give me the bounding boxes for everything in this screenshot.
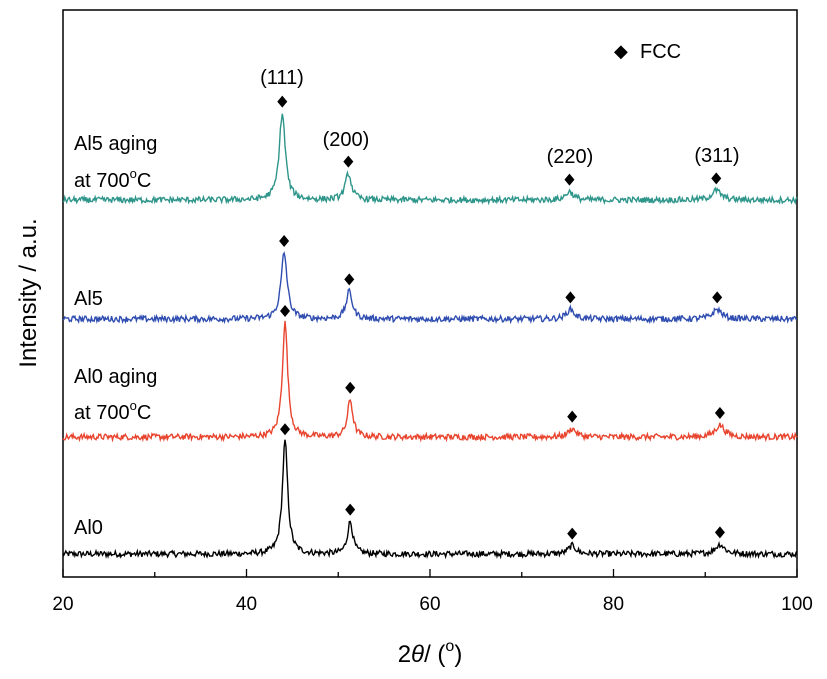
series-layer bbox=[62, 113, 798, 560]
peak-marker-1-4 bbox=[714, 526, 725, 539]
peak-marker-1-3 bbox=[567, 527, 578, 540]
series-label-al5-aging-line2: at 700oC bbox=[74, 166, 151, 192]
peak-label-311: (311) bbox=[694, 145, 739, 167]
peak-marker-3-3 bbox=[565, 291, 576, 304]
x-axis-title: 2θ/ (o) bbox=[398, 638, 463, 668]
x-tick-label-20: 20 bbox=[52, 594, 73, 615]
peak-marker-4-2 bbox=[343, 155, 354, 168]
peak-marker-2-1 bbox=[280, 305, 291, 317]
x-tick-label-80: 80 bbox=[603, 594, 624, 615]
legend-label-fcc: FCC bbox=[640, 41, 681, 63]
peak-label-111: (111) bbox=[260, 67, 304, 89]
series-label-al5: Al5 bbox=[74, 288, 103, 310]
peak-marker-2-3 bbox=[567, 410, 578, 423]
peak-marker-1-1 bbox=[280, 423, 291, 436]
series-line-al0-aging-at-700-c bbox=[62, 320, 798, 443]
peak-marker-3-1 bbox=[279, 235, 290, 247]
y-axis-title: Intensity / a.u. bbox=[15, 218, 42, 367]
series-label-al5-aging-line1: Al5 aging bbox=[74, 133, 157, 155]
series-line-al5 bbox=[62, 251, 798, 325]
peak-marker-2-4 bbox=[714, 407, 725, 419]
plot-frame bbox=[62, 9, 798, 578]
peak-marker-3-4 bbox=[712, 291, 723, 304]
x-tick-label-60: 60 bbox=[419, 594, 440, 615]
x-tick-label-100: 100 bbox=[781, 594, 813, 615]
peak-marker-1-2 bbox=[345, 503, 356, 516]
x-axis-ticks: 20 40 60 80 100 bbox=[52, 569, 813, 615]
peak-marker-layer bbox=[277, 95, 725, 540]
peak-marker-4-4 bbox=[711, 172, 722, 185]
peak-label-200: (200) bbox=[323, 129, 370, 151]
peak-marker-2-2 bbox=[345, 381, 356, 394]
series-line-al5-aging-at-700-c bbox=[62, 113, 798, 206]
legend-marker-diamond: ◆ bbox=[614, 41, 628, 61]
series-label-al0: Al0 bbox=[74, 517, 103, 539]
x-tick-label-40: 40 bbox=[236, 594, 257, 615]
peak-label-220: (220) bbox=[547, 146, 594, 168]
peak-marker-3-2 bbox=[344, 273, 355, 286]
series-label-al0-aging-line1: Al0 aging bbox=[74, 366, 157, 388]
peak-marker-4-1 bbox=[277, 95, 288, 108]
series-line-al0 bbox=[62, 439, 798, 560]
peak-marker-4-3 bbox=[564, 173, 575, 186]
series-label-al0-aging-line2: at 700oC bbox=[74, 398, 151, 424]
